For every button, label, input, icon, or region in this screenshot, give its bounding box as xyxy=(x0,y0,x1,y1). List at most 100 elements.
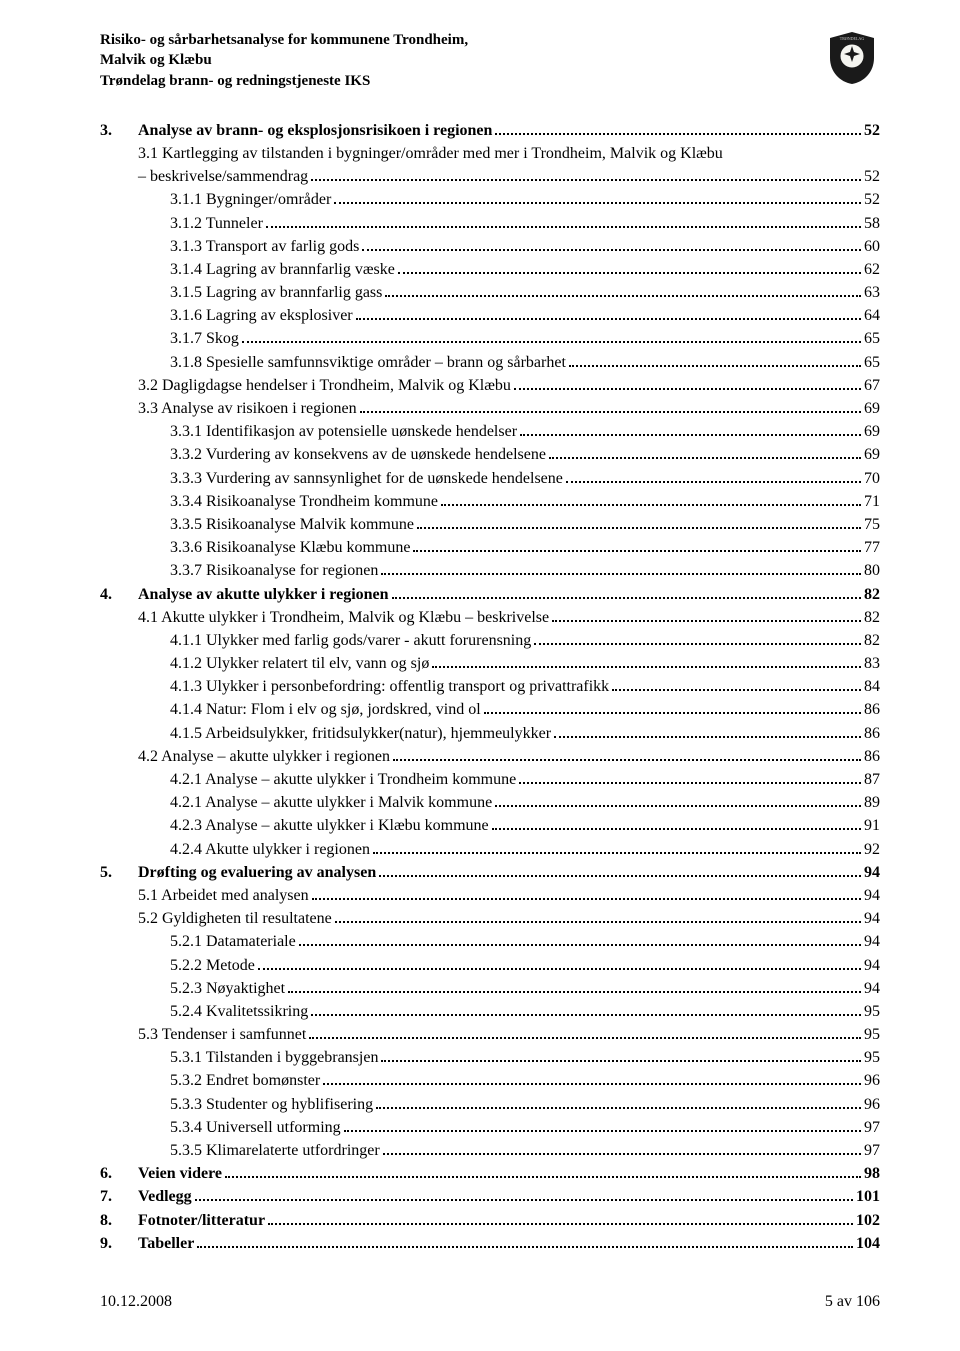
toc-text: 4.1.3 Ulykker i personbefordring: offent… xyxy=(170,675,609,698)
toc-text: 4.2 Analyse – akutte ulykker i regionen xyxy=(138,745,390,768)
toc-leader-dots xyxy=(534,629,861,645)
toc-leader-dots xyxy=(360,397,861,413)
toc-page-number: 97 xyxy=(864,1116,880,1139)
toc-text: 5.2.4 Kvalitetssikring xyxy=(170,1000,308,1023)
toc-entry: 5.2.1 Datamateriale94 xyxy=(100,930,880,953)
toc-leader-dots xyxy=(413,537,861,553)
footer-page-number: 5 av 106 xyxy=(825,1293,880,1311)
toc-leader-dots xyxy=(393,745,861,761)
toc-leader-dots xyxy=(197,1232,853,1248)
toc-entry: 5.3.5 Klimarelaterte utfordringer97 xyxy=(100,1139,880,1162)
toc-page-number: 89 xyxy=(864,791,880,814)
toc-leader-dots xyxy=(385,281,861,297)
toc-text: 9.Tabeller xyxy=(100,1232,194,1255)
toc-text: 7.Vedlegg xyxy=(100,1185,192,1208)
toc-entry: 4.1 Akutte ulykker i Trondheim, Malvik o… xyxy=(100,606,880,629)
toc-page-number: 86 xyxy=(864,722,880,745)
toc-entry: 4.Analyse av akutte ulykker i regionen82 xyxy=(100,583,880,606)
toc-text: 3.1.5 Lagring av brannfarlig gass xyxy=(170,281,382,304)
toc-entry: 5.2.3 Nøyaktighet94 xyxy=(100,977,880,1000)
toc-entry: 3.1.7 Skog65 xyxy=(100,327,880,350)
toc-text: 3.1.7 Skog xyxy=(170,327,239,350)
toc-entry: 5.2.4 Kvalitetssikring95 xyxy=(100,1000,880,1023)
toc-leader-dots xyxy=(392,583,861,599)
toc-leader-dots xyxy=(520,421,861,437)
toc-page-number: 94 xyxy=(864,907,880,930)
toc-page-number: 64 xyxy=(864,304,880,327)
toc-entry: 3.3 Analyse av risikoen i regionen69 xyxy=(100,397,880,420)
toc-page-number: 80 xyxy=(864,559,880,582)
toc-leader-dots xyxy=(381,560,861,576)
toc-leader-dots xyxy=(334,189,861,205)
toc-page-number: 94 xyxy=(864,884,880,907)
toc-entry: 3.2 Dagligdagse hendelser i Trondheim, M… xyxy=(100,374,880,397)
toc-page-number: 104 xyxy=(856,1232,880,1255)
toc-leader-dots xyxy=(288,977,861,993)
toc-text: 3.1.8 Spesielle samfunnsviktige områder … xyxy=(170,351,566,374)
toc-text: 5.3.3 Studenter og hyblifisering xyxy=(170,1093,373,1116)
toc-leader-dots xyxy=(299,931,861,947)
toc-leader-dots xyxy=(373,838,861,854)
toc-entry: 5.2 Gyldigheten til resultatene 94 xyxy=(100,907,880,930)
toc-page-number: 91 xyxy=(864,814,880,837)
toc-leader-dots xyxy=(519,768,861,784)
organization-logo-icon: TRØNDELAG xyxy=(824,30,880,86)
toc-text: 5.Drøfting og evaluering av analysen xyxy=(100,861,376,884)
toc-text: 3.1.6 Lagring av eksplosiver xyxy=(170,304,353,327)
toc-page-number: 84 xyxy=(864,675,880,698)
toc-leader-dots xyxy=(612,676,861,692)
toc-leader-dots xyxy=(344,1116,861,1132)
toc-leader-dots xyxy=(552,606,861,622)
toc-leader-dots xyxy=(549,444,861,460)
toc-page-number: 83 xyxy=(864,652,880,675)
table-of-contents: 3.Analyse av brann- og eksplosjonsrisiko… xyxy=(100,119,880,1255)
toc-entry: 3.1 Kartlegging av tilstanden i bygninge… xyxy=(100,142,880,188)
toc-text: 4.2.3 Analyse – akutte ulykker i Klæbu k… xyxy=(170,814,489,837)
toc-entry: 5.3.2 Endret bomønster96 xyxy=(100,1069,880,1092)
toc-entry: 3.3.7 Risikoanalyse for regionen80 xyxy=(100,559,880,582)
toc-entry: 3.1.4 Lagring av brannfarlig væske62 xyxy=(100,258,880,281)
toc-text: 3.Analyse av brann- og eksplosjonsrisiko… xyxy=(100,119,492,142)
toc-leader-dots xyxy=(417,513,861,529)
toc-page-number: 82 xyxy=(864,606,880,629)
toc-text-line2: – beskrivelse/sammendrag xyxy=(138,165,308,188)
toc-entry: 3.3.4 Risikoanalyse Trondheim kommune71 xyxy=(100,490,880,513)
toc-leader-dots xyxy=(379,861,861,877)
toc-leader-dots xyxy=(441,490,861,506)
toc-entry: 3.3.6 Risikoanalyse Klæbu kommune77 xyxy=(100,536,880,559)
toc-text: 3.1.4 Lagring av brannfarlig væske xyxy=(170,258,395,281)
toc-page-number: 94 xyxy=(864,977,880,1000)
header-line-1: Risiko- og sårbarhetsanalyse for kommune… xyxy=(100,30,468,50)
toc-page-number: 71 xyxy=(864,490,880,513)
toc-text: 5.2 Gyldigheten til resultatene xyxy=(138,907,332,930)
toc-entry: 3.1.6 Lagring av eksplosiver 64 xyxy=(100,304,880,327)
toc-text-line1: 3.1 Kartlegging av tilstanden i bygninge… xyxy=(138,142,880,165)
toc-leader-dots xyxy=(242,328,861,344)
toc-page-number: 60 xyxy=(864,235,880,258)
svg-text:TRØNDELAG: TRØNDELAG xyxy=(840,36,865,41)
toc-entry: 4.2.4 Akutte ulykker i regionen92 xyxy=(100,838,880,861)
toc-entry: 5.Drøfting og evaluering av analysen94 xyxy=(100,861,880,884)
toc-entry: 4.2.1 Analyse – akutte ulykker i Malvik … xyxy=(100,791,880,814)
toc-text: 3.3.3 Vurdering av sannsynlighet for de … xyxy=(170,467,563,490)
toc-leader-dots xyxy=(309,1023,861,1039)
toc-leader-dots xyxy=(383,1139,861,1155)
toc-text: 3.3.6 Risikoanalyse Klæbu kommune xyxy=(170,536,410,559)
toc-entry: 7.Vedlegg 101 xyxy=(100,1185,880,1208)
toc-page-number: 52 xyxy=(864,188,880,211)
toc-leader-dots xyxy=(495,792,861,808)
toc-entry: 4.2.1 Analyse – akutte ulykker i Trondhe… xyxy=(100,768,880,791)
toc-text: 4.1.4 Natur: Flom i elv og sjø, jordskre… xyxy=(170,698,481,721)
toc-leader-dots xyxy=(495,119,861,135)
toc-page-number: 95 xyxy=(864,1023,880,1046)
toc-page-number: 94 xyxy=(864,954,880,977)
toc-page-number: 98 xyxy=(864,1162,880,1185)
toc-text: 5.3.5 Klimarelaterte utfordringer xyxy=(170,1139,380,1162)
toc-page-number: 65 xyxy=(864,351,880,374)
toc-entry: 3.3.5 Risikoanalyse Malvik kommune75 xyxy=(100,513,880,536)
toc-entry: 6.Veien videre98 xyxy=(100,1162,880,1185)
toc-page-number: 101 xyxy=(856,1185,880,1208)
toc-entry: 3.3.1 Identifikasjon av potensielle uøns… xyxy=(100,420,880,443)
toc-leader-dots xyxy=(311,1000,861,1016)
toc-leader-dots xyxy=(514,374,861,390)
